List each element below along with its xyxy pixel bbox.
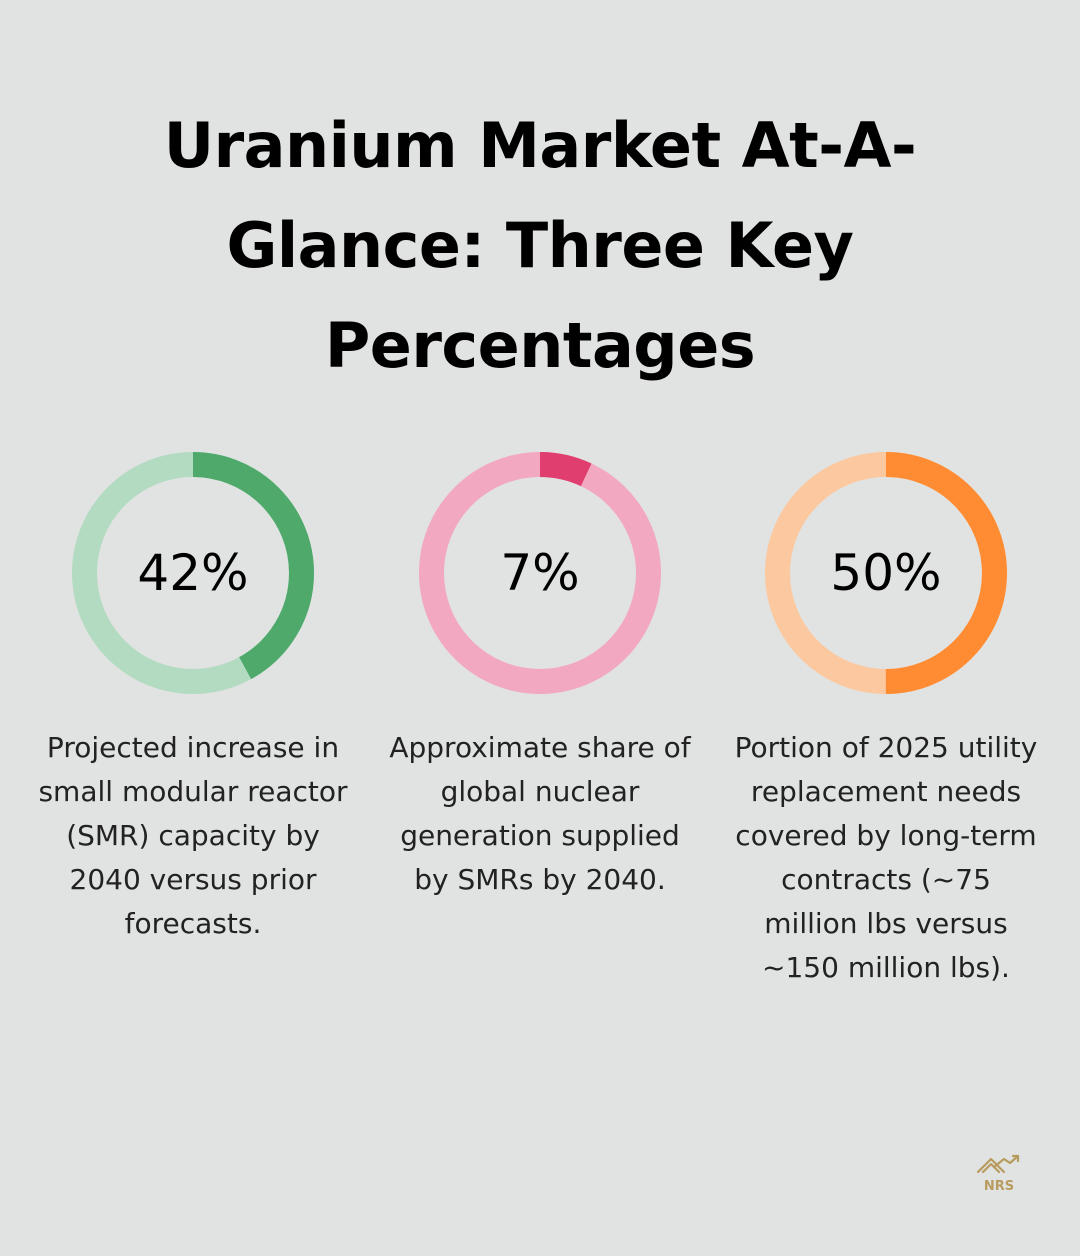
donut-arc bbox=[72, 452, 314, 694]
donut-value-label: 7% bbox=[500, 544, 579, 602]
donut-chart: 7% bbox=[419, 452, 661, 694]
nrs-logo: NRS bbox=[976, 1154, 1020, 1194]
donut-chart: 42% bbox=[72, 452, 314, 694]
stat-description: Projected increase in small modular reac… bbox=[38, 731, 348, 940]
stat-card-contract-coverage: 50% Portion of 2025 utility replacement … bbox=[721, 452, 1051, 990]
donut-arc bbox=[765, 452, 1007, 694]
stat-card-smr-capacity: 42% Projected increase in small modular … bbox=[28, 452, 358, 946]
stat-card-smr-share: 7% Approximate share of global nuclear g… bbox=[375, 452, 705, 902]
stat-description: Portion of 2025 utility replacement need… bbox=[734, 731, 1038, 984]
donut-value-label: 50% bbox=[830, 544, 941, 602]
donut-chart: 50% bbox=[765, 452, 1007, 694]
logo-text: NRS bbox=[984, 1179, 1014, 1194]
donut-value-label: 42% bbox=[137, 544, 248, 602]
page-title: Uranium Market At-A-Glance: Three Key Pe… bbox=[163, 109, 917, 382]
donut-arc bbox=[419, 452, 661, 694]
stat-description: Approximate share of global nuclear gene… bbox=[389, 731, 691, 896]
